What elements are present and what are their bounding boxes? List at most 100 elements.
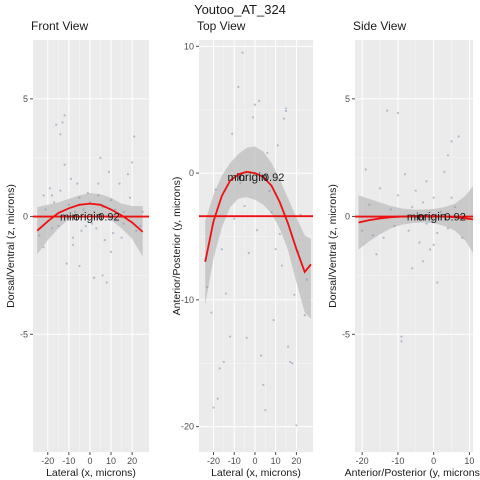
data-point — [364, 168, 367, 171]
data-point — [99, 156, 102, 159]
x-tick-label: -20 — [41, 456, 54, 466]
data-point — [71, 243, 75, 246]
data-point — [305, 278, 308, 281]
data-point — [76, 182, 79, 185]
data-point — [436, 281, 439, 284]
annotation-value: 0.92 — [263, 172, 284, 184]
x-axis-label: Lateral (x, microns) — [46, 467, 136, 479]
data-point — [55, 123, 58, 126]
data-point — [122, 210, 125, 213]
data-point — [303, 313, 306, 317]
panel-title: Side View — [353, 19, 406, 33]
data-point — [241, 51, 244, 54]
data-point — [231, 132, 234, 135]
y-tick-label: -20 — [181, 422, 194, 432]
fit-curve — [36, 202, 144, 233]
data-point — [382, 236, 385, 239]
data-point — [443, 170, 446, 173]
data-point — [450, 196, 453, 199]
x-tick-label: 10 — [271, 456, 281, 466]
data-point — [103, 239, 106, 242]
data-point — [93, 210, 96, 213]
panel-background — [355, 40, 473, 452]
data-point — [245, 336, 248, 340]
data-point — [95, 227, 98, 230]
data-point — [280, 264, 284, 267]
x-tick-label: -20 — [356, 456, 369, 466]
panel-background — [33, 40, 149, 452]
data-point — [93, 276, 96, 279]
data-point — [386, 109, 389, 112]
data-point — [396, 111, 400, 115]
data-point — [400, 335, 403, 338]
data-point — [128, 196, 132, 199]
data-point — [403, 173, 407, 176]
data-point — [289, 360, 292, 364]
data-point — [109, 198, 113, 202]
data-point — [120, 236, 123, 239]
data-point — [59, 189, 62, 192]
annotation-min: min — [60, 212, 78, 224]
x-tick-label: -10 — [391, 456, 404, 466]
data-point — [436, 231, 439, 235]
data-point — [274, 248, 277, 251]
data-point — [247, 251, 250, 255]
data-point — [139, 224, 142, 228]
data-point — [284, 107, 288, 110]
figure-title: Youtoo_AT_324 — [194, 2, 286, 17]
data-point — [249, 178, 252, 181]
y-axis-label: Anterior/Posterior (y, microns) — [171, 177, 183, 316]
data-point — [270, 211, 273, 214]
x-tick-label: 20 — [127, 456, 137, 466]
data-point — [131, 161, 134, 164]
annotation-min: min — [227, 172, 245, 184]
data-point — [258, 99, 261, 102]
data-point — [418, 241, 421, 244]
data-point — [268, 189, 271, 192]
data-point — [71, 236, 75, 239]
data-point — [272, 319, 275, 322]
y-tick-label: 5 — [23, 94, 28, 104]
data-point — [86, 191, 89, 195]
data-point — [97, 182, 100, 185]
panel-title: Front View — [31, 19, 88, 33]
data-point — [389, 208, 392, 211]
data-point — [114, 208, 117, 211]
data-point — [216, 397, 219, 400]
data-point — [396, 194, 400, 197]
data-point — [287, 345, 290, 348]
data-point — [224, 292, 228, 295]
data-point — [80, 229, 83, 232]
data-point — [42, 246, 45, 249]
data-point — [411, 206, 414, 209]
y-tick-label: 0 — [23, 212, 28, 222]
data-point — [82, 208, 85, 211]
data-point — [425, 222, 428, 225]
y-tick-label: 5 — [345, 94, 350, 104]
x-tick-label: 0 — [431, 456, 436, 466]
data-point — [378, 187, 382, 190]
x-tick-label: -10 — [62, 456, 75, 466]
data-point — [69, 177, 73, 181]
data-point — [118, 182, 121, 185]
data-point — [67, 203, 70, 206]
data-point — [375, 253, 378, 256]
data-point — [206, 286, 209, 289]
data-point — [105, 281, 108, 284]
data-point — [57, 224, 60, 228]
data-point — [233, 217, 236, 220]
data-point — [97, 194, 100, 197]
data-point — [282, 117, 286, 120]
data-point — [218, 367, 221, 370]
annotation-value: 0.92 — [98, 212, 119, 224]
panel-title: Top View — [197, 19, 246, 33]
data-point — [112, 231, 115, 235]
data-point — [210, 311, 213, 314]
data-point — [48, 187, 51, 190]
data-point — [266, 151, 269, 154]
data-point — [454, 206, 457, 209]
data-point — [421, 201, 425, 204]
y-tick-label: 0 — [189, 168, 194, 178]
data-point — [133, 135, 136, 138]
